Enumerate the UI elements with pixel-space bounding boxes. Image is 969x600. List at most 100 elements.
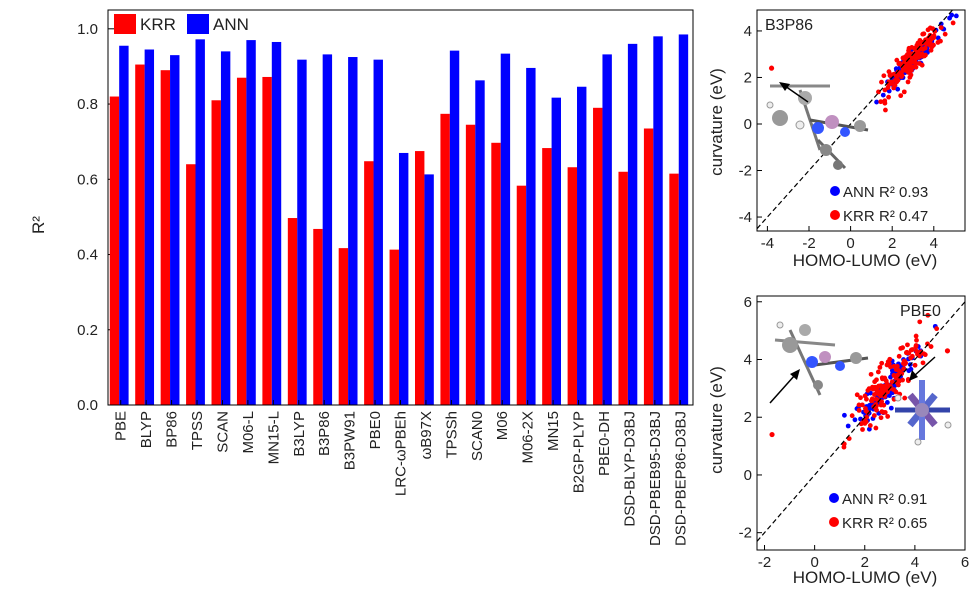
bar-y-tick-label: 0.6 [77,171,98,188]
bar-krr-10 [364,161,374,405]
scatter-point-krr [870,386,876,392]
scatter-point-krr [864,414,870,420]
scatter-x-label-b3p86: HOMO-LUMO (eV) [793,251,938,270]
category-label-11: LRC-ωPBEh [393,411,410,496]
bar-ann-12 [424,174,434,405]
scatter-point-krr [901,89,907,95]
scatter-panel-pbe0: -2 0 2 4 6 -2 0 2 4 6 PBE0 HOMO-LUMO (eV) curvat… [707,294,969,587]
bar-ann-21 [653,36,663,405]
scatter-point-krr [908,347,914,353]
scatter-point-krr [885,359,891,365]
bar-ann-2 [170,55,180,406]
scatter-y-tick-label: 0 [744,467,752,484]
molecule-illustration-pbe0-left [774,321,869,396]
scatter-x-tick-label: -4 [761,235,774,252]
bar-ann-20 [627,43,638,405]
scatter-point-krr [925,312,931,318]
bar-ann-9 [348,57,358,406]
category-label-6: MN15-L [265,411,282,464]
bar-krr-15 [491,142,501,406]
scatter-point-krr [887,72,893,78]
scatter-point-krr [901,366,907,372]
scatter-point-krr [917,61,922,66]
scatter-point-krr [858,395,863,401]
scatter-y-tick-label: 4 [744,352,752,369]
scatter-point-krr [920,360,926,366]
legend-r2-ann-pbe0: R² 0.91 [878,491,927,508]
scatter-y-tick-label: 6 [744,294,752,311]
category-label-2: BP86 [164,411,181,448]
bar-y-tick-label: 0.4 [77,247,98,264]
category-label-7: B3LYP [291,411,308,457]
category-label-10: PBE0 [367,411,384,449]
arrow-b3p86 [779,82,809,103]
scatter-point-krr [867,423,873,428]
bar-y-tick-label: 1.0 [77,21,98,38]
bar-krr-0 [109,96,120,406]
scatter-x-tick-label: 4 [930,235,938,252]
bar-ann-19 [602,54,612,406]
scatter-point-krr [888,364,893,370]
scatter-point-krr [885,414,891,419]
bar-krr-4 [211,100,221,406]
scatter-point-krr [912,362,918,368]
category-label-15: M06 [494,411,511,440]
scatter-point-krr [894,363,900,369]
scatter-point-krr [856,407,862,413]
scatter-y-tick-label: 2 [744,69,752,86]
scatter-frame-b3p86 [756,9,966,232]
scatter-point-krr [869,398,875,404]
bar-ann-17 [551,97,561,406]
scatter-point-krr [884,382,890,387]
reference-line-b3p86 [756,9,953,230]
scatter-point-krr [893,374,899,379]
scatter-point-krr [913,343,919,348]
scatter-point-krr [905,79,911,85]
bar-krr-22 [669,173,679,405]
scatter-point-krr [876,390,881,395]
bar-y-axis: 0.0 0.2 0.4 0.6 0.8 1.0 [77,21,114,414]
bar-ann-4 [220,51,231,405]
scatter-point-krr [912,59,918,65]
scatter-point-krr [879,375,885,381]
category-label-3: TPSS [189,411,206,450]
legend-dot-ann-b3p86 [830,186,840,196]
bar-ann-13 [449,50,460,405]
scatter-point-krr [927,25,933,31]
bar-krr-14 [465,124,476,405]
scatter-point-ann [845,423,851,429]
scatter-x-tick-label: 4 [911,554,919,571]
bar-y-tick-label: 0.2 [77,322,98,339]
bar-krr-7 [287,218,298,405]
scatter-point-krr [905,342,910,348]
scatter-point-krr [881,402,887,408]
legend-r2-ann-b3p86: R² 0.93 [879,184,928,201]
scatter-x-label-pbe0: HOMO-LUMO (eV) [793,568,938,587]
bar-ann-11 [398,152,409,405]
scatter-point-krr [916,55,922,60]
category-label-21: DSD-PBEB95-D3BJ [647,411,664,546]
scatter-y-tick-label: 4 [744,23,752,40]
scatter-point-ann [874,99,880,105]
scatter-point-krr [899,371,905,376]
bar-ann-8 [322,54,333,406]
scatter-x-axis-b3p86: -4 -2 0 2 4 [761,226,938,252]
scatter-point-krr [879,399,885,405]
scatter-outlier-krr [944,348,951,354]
category-label-4: SCAN [214,411,231,453]
scatter-point-krr [858,421,864,427]
bar-krr-3 [186,164,196,405]
scatter-point-ann [884,400,890,405]
scatter-point-krr [882,98,888,104]
scatter-x-tick-label: 0 [846,235,854,252]
scatter-point-krr [877,364,883,370]
scatter-point-krr [886,94,891,100]
bar-ann-7 [297,59,307,406]
category-label-8: B3P86 [316,411,333,456]
scatter-y-tick-label: -2 [739,525,752,542]
scatter-point-krr [883,107,888,113]
scatter-point-krr [950,20,956,26]
scatter-point-krr [927,40,933,45]
category-label-20: DSD-BLYP-D3BJ [621,411,638,527]
